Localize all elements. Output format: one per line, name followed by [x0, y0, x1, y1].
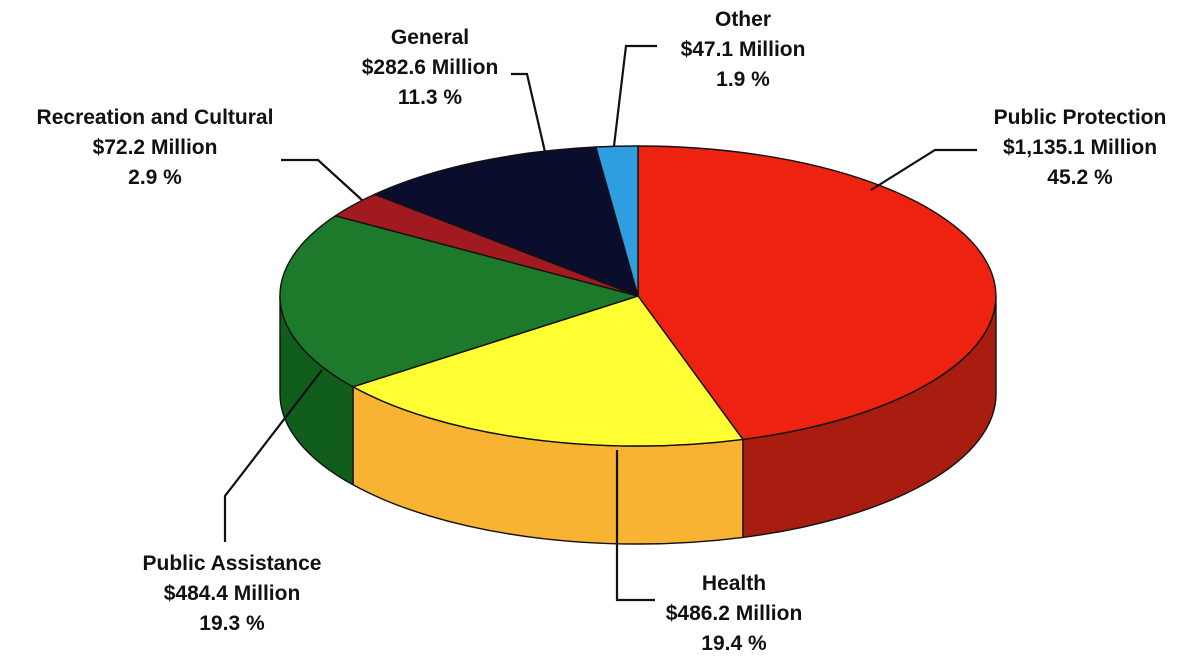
leader-line-health: [615, 450, 655, 602]
slice-amount-text: $486.2 Million: [666, 602, 803, 625]
slice-label-general: General $282.6 Million 11.3 %: [362, 26, 499, 109]
slice-amount-text: $484.4 Million: [164, 582, 301, 605]
pie-slice-other: [595, 145, 639, 297]
slice-label-recreation-and-cultural: Recreation and Cultural $72.2 Million 2.9 …: [37, 106, 274, 189]
slice-label-public-protection: Public Protection $1,135.1 Million 45.2 %: [994, 106, 1167, 189]
slice-percent-text: 19.3 %: [199, 612, 265, 635]
slice-name-text: Other: [715, 8, 771, 31]
slice-label-public-assistance: Public Assistance $484.4 Million 19.3 %: [143, 552, 322, 635]
slice-amount-text: $1,135.1 Million: [1003, 136, 1157, 159]
slice-name-text: Health: [702, 572, 766, 595]
slice-amount-text: $72.2 Million: [93, 136, 218, 159]
slice-amount-text: $47.1 Million: [681, 38, 806, 61]
pie-slice-public-assistance: [279, 215, 639, 388]
slice-name-text: Recreation and Cultural: [37, 106, 274, 129]
slice-amount-text: $282.6 Million: [362, 56, 499, 79]
pie-top-layer: [279, 145, 997, 447]
label-leader-lines: [223, 44, 977, 602]
pie-depth-layer: [279, 295, 997, 545]
leader-line-public-assistance: [223, 369, 323, 542]
slice-percent-text: 2.9 %: [128, 166, 182, 189]
slice-percent-text: 45.2 %: [1047, 166, 1113, 189]
slice-name-text: Public Protection: [994, 106, 1167, 129]
leader-line-recreation-and-cultural: [281, 158, 363, 201]
leader-line-public-protection: [870, 148, 977, 191]
pie-slice-general: [374, 146, 639, 297]
slice-percent-text: 19.4 %: [701, 632, 767, 655]
slice-percent-text: 11.3 %: [398, 86, 463, 109]
slice-label-other: Other $47.1 Million 1.9 %: [681, 8, 806, 91]
leader-line-other: [612, 44, 657, 147]
slice-percent-text: 1.9 %: [716, 68, 770, 91]
slice-labels: Public Protection $1,135.1 Million 45.2 % H…: [37, 8, 1167, 655]
pie-slice-public-protection: [637, 145, 997, 441]
slice-label-health: Health $486.2 Million 19.4 %: [666, 572, 803, 655]
slice-name-text: Public Assistance: [143, 552, 322, 575]
pie-slice-health: [352, 295, 744, 447]
leader-line-general: [511, 72, 547, 153]
slice-name-text: General: [391, 26, 469, 49]
